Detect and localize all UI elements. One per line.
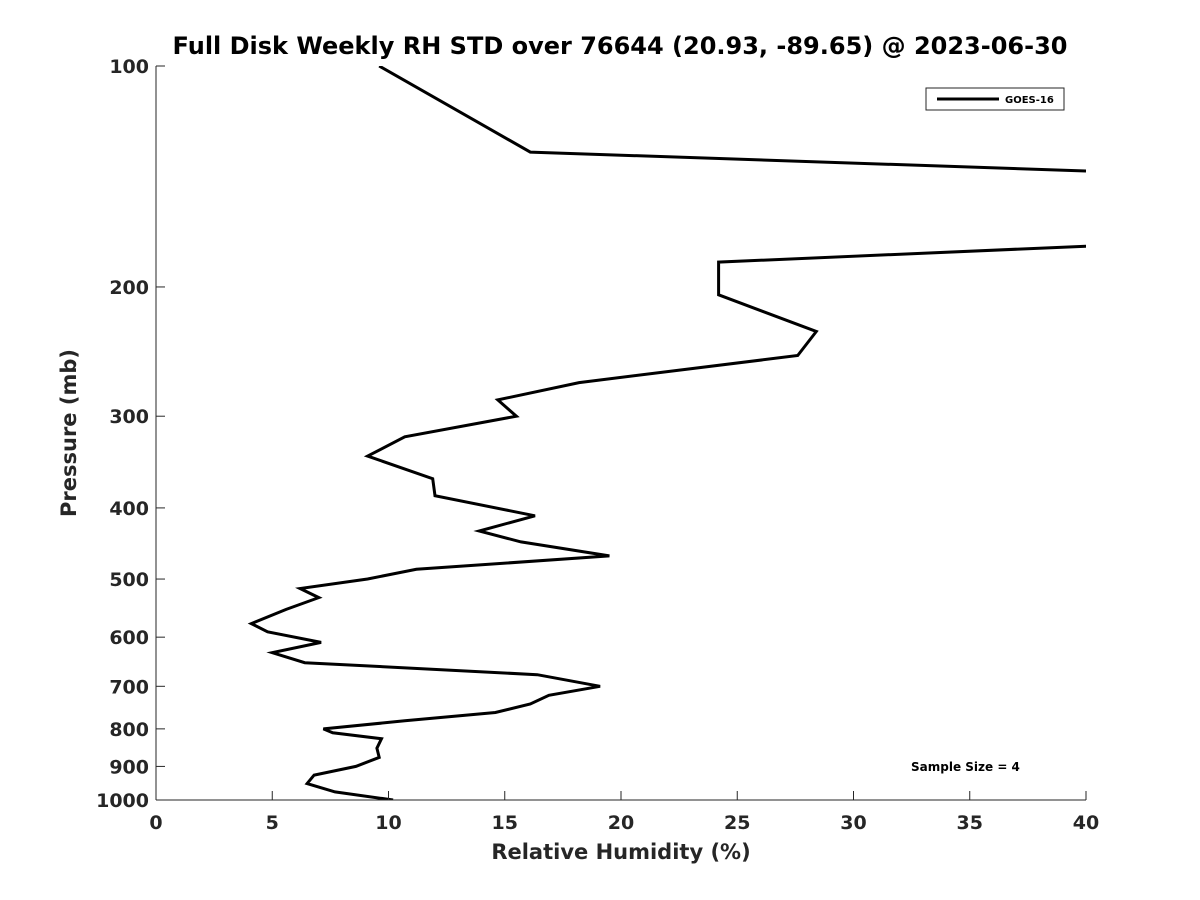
y-tick-label: 1000 [96,790,149,812]
y-ticks: 100 200 300 400 500 600 700 800 900 1000 [96,56,165,812]
y-tick-label: 200 [109,277,149,299]
x-tick-label: 30 [840,812,866,834]
y-tick-label: 100 [109,56,149,78]
series-layer [247,66,1086,800]
x-axis-label: Relative Humidity (%) [491,840,750,864]
y-tick-label: 900 [109,756,149,778]
y-tick-label: 300 [109,406,149,428]
y-tick-label: 400 [109,498,149,520]
y-tick-label: 500 [109,569,149,591]
x-tick-label: 20 [608,812,634,834]
legend: GOES-16 [925,87,1065,111]
series-line-goes-16-lower [247,244,1086,800]
y-axis-label: Pressure (mb) [57,349,81,517]
x-tick-label: 15 [492,812,518,834]
y-tick-label: 700 [109,676,149,698]
sample-size-annotation: Sample Size = 4 [911,760,1020,774]
y-tick-label: 600 [109,627,149,649]
y-tick-label: 800 [109,719,149,741]
x-tick-label: 0 [149,812,162,834]
plot-area [156,66,1086,800]
x-tick-label: 35 [957,812,983,834]
series-line-goes-16-upper [378,66,1086,173]
legend-label: GOES-16 [1005,95,1054,106]
x-tick-label: 10 [375,812,401,834]
chart-title: Full Disk Weekly RH STD over 76644 (20.9… [173,32,1068,60]
x-tick-label: 25 [724,812,750,834]
x-ticks: 0 5 10 15 20 25 30 35 40 [149,791,1099,834]
x-tick-label: 5 [266,812,279,834]
x-tick-label: 40 [1073,812,1099,834]
